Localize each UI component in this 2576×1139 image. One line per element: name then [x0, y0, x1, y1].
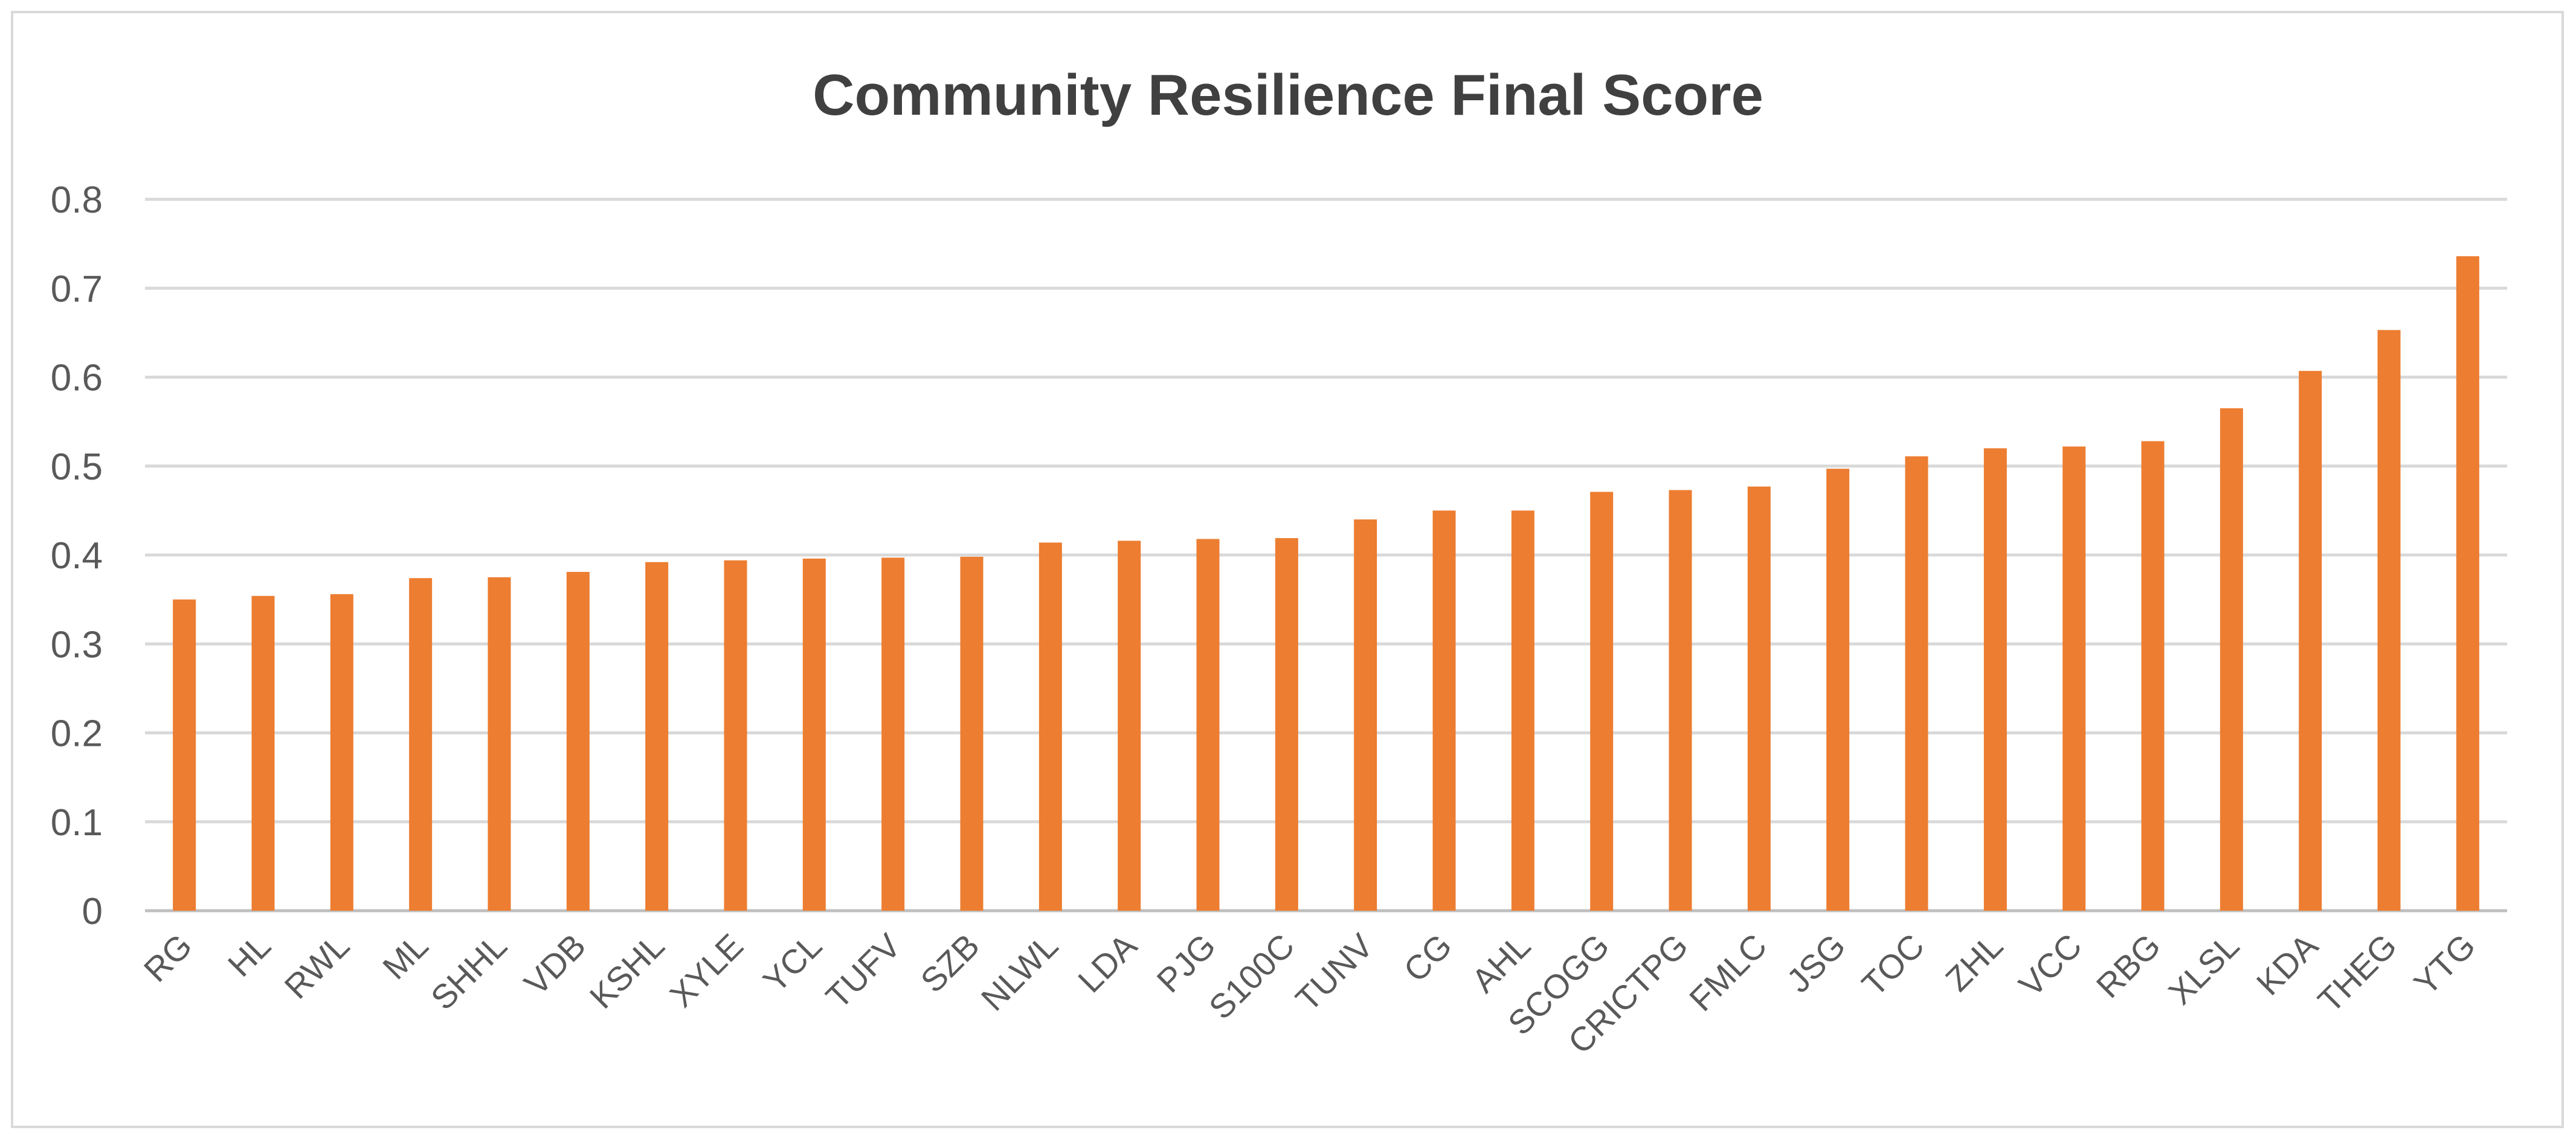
- x-tick-label: RBG: [2089, 926, 2168, 1005]
- x-tick-label: NLWL: [974, 926, 1066, 1018]
- y-tick-label: 0: [82, 891, 103, 932]
- bar-lda: [1118, 541, 1141, 911]
- bar-zhl: [1983, 448, 2007, 911]
- bar-vcc: [2062, 446, 2086, 911]
- bar-s100c: [1275, 538, 1298, 911]
- bar-pjg: [1196, 539, 1220, 911]
- x-tick-label: RWL: [277, 926, 356, 1006]
- bar-theg: [2377, 330, 2401, 911]
- x-tick-label: XYLE: [662, 926, 750, 1015]
- bar-tufv: [881, 557, 905, 911]
- y-tick-label: 0.1: [51, 802, 103, 844]
- bar-nlwl: [1038, 542, 1062, 911]
- x-tick-label: THEG: [2310, 926, 2404, 1020]
- y-tick-label: 0.6: [51, 358, 103, 399]
- chart-title: Community Resilience Final Score: [813, 63, 1763, 127]
- bar-toc: [1905, 456, 1928, 911]
- y-axis-ticks: 0 0.1 0.2 0.3 0.4 0.5 0.6 0.7 0.8: [51, 179, 103, 932]
- y-tick-label: 0.2: [51, 713, 103, 755]
- x-tick-label: YTG: [2406, 926, 2482, 1003]
- bar-rwl: [330, 594, 353, 911]
- bar-shhl: [488, 577, 511, 911]
- bars: [173, 256, 2479, 911]
- x-tick-label: SHHL: [423, 926, 514, 1017]
- bar-kshl: [645, 562, 669, 911]
- x-tick-label: TOC: [1855, 926, 1931, 1003]
- x-tick-label: VDB: [517, 926, 593, 1003]
- x-tick-label: ZHL: [1938, 926, 2010, 998]
- bar-vdb: [566, 571, 590, 911]
- x-tick-label: CG: [1396, 926, 1459, 989]
- x-tick-label: VCC: [2012, 926, 2089, 1004]
- bar-tunv: [1354, 519, 1377, 911]
- bar-hl: [251, 595, 275, 911]
- x-tick-label: LDA: [1071, 926, 1144, 999]
- x-tick-label: ML: [375, 926, 436, 987]
- bar-rbg: [2141, 441, 2165, 911]
- bar-xyle: [724, 560, 747, 911]
- bar-ycl: [802, 558, 826, 911]
- y-tick-label: 0.4: [51, 535, 103, 577]
- gridlines: [145, 197, 2507, 913]
- bar-rg: [173, 599, 196, 911]
- bar-crictpg: [1669, 490, 1692, 911]
- x-tick-label: TUFV: [819, 926, 908, 1015]
- x-tick-label: TUNV: [1288, 926, 1380, 1018]
- y-tick-label: 0.7: [51, 268, 103, 310]
- bar-kda: [2299, 371, 2322, 911]
- x-tick-label: JSG: [1779, 926, 1853, 1000]
- x-tick-label: HL: [221, 926, 278, 984]
- x-tick-label: KSHL: [582, 926, 672, 1016]
- y-tick-label: 0.3: [51, 624, 103, 666]
- bar-ml: [409, 578, 433, 911]
- bar-ytg: [2456, 256, 2479, 911]
- y-tick-label: 0.8: [51, 179, 103, 221]
- bar-jsg: [1826, 469, 1850, 911]
- x-tick-label: XLSL: [2161, 926, 2246, 1012]
- bar-ahl: [1511, 510, 1534, 911]
- x-tick-label: RG: [137, 926, 199, 989]
- bar-cg: [1432, 510, 1456, 911]
- y-tick-label: 0.5: [51, 446, 103, 488]
- bar-xlsl: [2220, 408, 2243, 911]
- bar-fmlc: [1747, 486, 1771, 911]
- bar-szb: [960, 556, 984, 911]
- x-tick-label: S100C: [1202, 926, 1302, 1027]
- bar-scogg: [1590, 492, 1614, 911]
- x-tick-label: FMLC: [1682, 926, 1774, 1018]
